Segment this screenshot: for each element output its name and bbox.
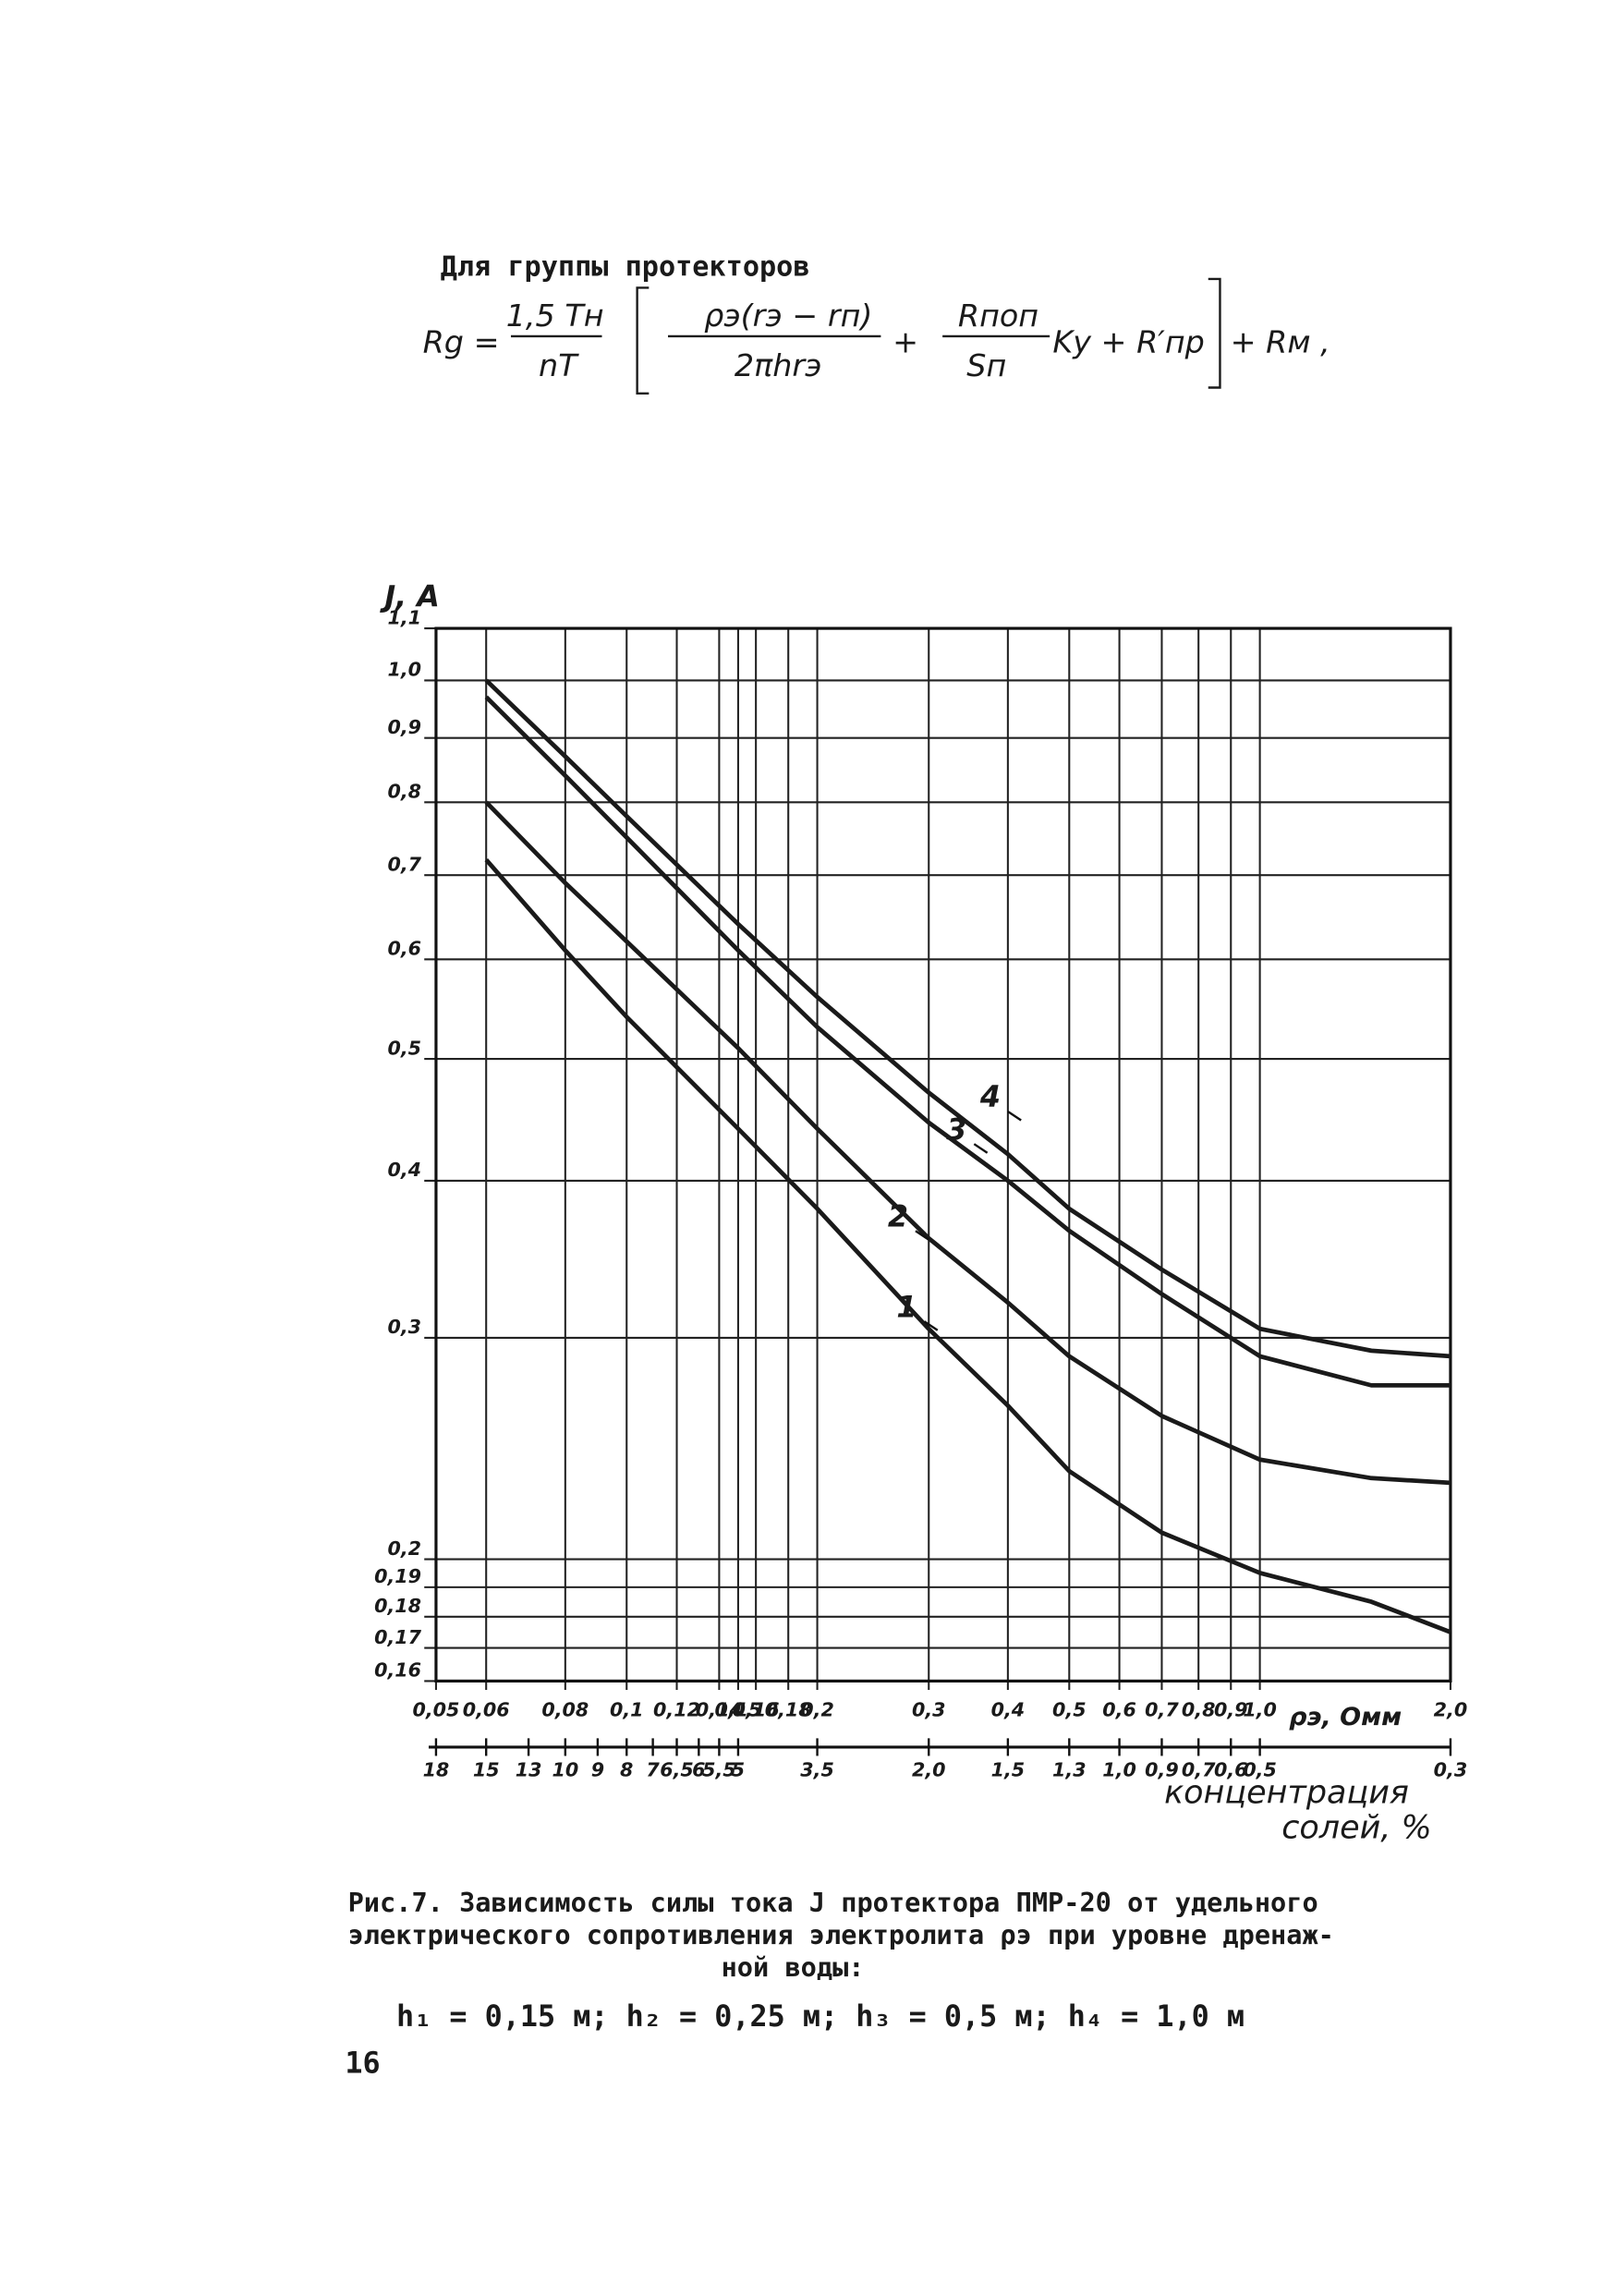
formula-part: nT xyxy=(539,347,579,383)
y-tick-label: 0,8 xyxy=(387,781,421,803)
caption-line: Рис.7. Зависимость силы тока J протектор… xyxy=(348,1887,1318,1918)
x2-tick-label: 1,0 xyxy=(1102,1759,1136,1781)
curve-leader xyxy=(915,1230,929,1241)
formula-part: ρэ(rэ − rп) xyxy=(704,298,872,334)
x2-tick-label: 0,9 xyxy=(1145,1759,1179,1781)
x-tick-label: 0,5 xyxy=(1052,1699,1087,1721)
x-tick-label: 0,06 xyxy=(463,1699,510,1721)
x-tick-label: 0,9 xyxy=(1214,1699,1248,1721)
chart: 0,160,170,180,190,20,30,40,50,60,70,80,9… xyxy=(374,580,1467,1846)
curve xyxy=(484,800,1451,1486)
x2-tick-label: 18 xyxy=(423,1759,450,1781)
formula-part: 2πhrэ xyxy=(735,347,821,383)
curve-leader xyxy=(1007,1111,1022,1122)
curve-label: 1 xyxy=(896,1291,917,1324)
y-axis-label: J, A xyxy=(379,580,440,613)
x-tick-label: 1,0 xyxy=(1243,1699,1277,1721)
y-tick-label: 0,9 xyxy=(387,716,421,738)
y-tick-label: 0,7 xyxy=(387,853,421,875)
x2-tick-label: 1,3 xyxy=(1052,1759,1087,1781)
caption: Рис.7. Зависимость силы тока J протектор… xyxy=(348,1887,1334,2034)
curve xyxy=(484,857,1451,1634)
section-title: Для группы протекторов xyxy=(441,251,810,284)
curve-label: 2 xyxy=(888,1200,908,1233)
y-tick-label: 0,3 xyxy=(387,1316,421,1338)
y-tick-label: 0,16 xyxy=(374,1659,421,1682)
x-axis-label: ρэ, Омм xyxy=(1289,1703,1402,1731)
y-tick-label: 0,2 xyxy=(387,1537,421,1560)
formula-part: Sп xyxy=(966,347,1006,383)
x-tick-label: 0,4 xyxy=(991,1699,1026,1721)
x2-axis-label: концентрация xyxy=(1164,1774,1409,1811)
x2-tick-label: 0,7 xyxy=(1182,1759,1216,1781)
y-tick-label: 1,0 xyxy=(387,659,421,681)
x-tick-label: 0,16 xyxy=(733,1699,780,1721)
x2-tick-label: 15 xyxy=(473,1759,500,1781)
x2-tick-label: 0,5 xyxy=(1243,1759,1277,1781)
x-tick-label: 0,18 xyxy=(765,1699,812,1721)
x-tick-label: 2,0 xyxy=(1434,1699,1468,1721)
y-tick-label: 0,18 xyxy=(374,1595,421,1617)
y-tick-label: 0,6 xyxy=(387,938,421,960)
curve-label: 4 xyxy=(979,1081,1001,1114)
bracket xyxy=(636,286,650,395)
caption-line: ной воды: xyxy=(722,1951,865,1983)
x-tick-label: 0,12 xyxy=(653,1699,700,1721)
x2-tick-label: 7 xyxy=(646,1759,660,1781)
x2-tick-label: 10 xyxy=(552,1759,578,1781)
curve xyxy=(484,695,1451,1388)
formula: Rg = 1,5 Tн nT ρэ(rэ − rп) 2πhrэ + Rпоп … xyxy=(423,277,1330,395)
formula-lhs: Rg = xyxy=(423,323,500,359)
x2-tick-label: 0,3 xyxy=(1434,1759,1468,1781)
x2-tick-label: 2,0 xyxy=(912,1759,946,1781)
page-number: 16 xyxy=(345,2047,380,2081)
formula-part: + Rм , xyxy=(1231,323,1330,359)
caption-line: h₁ = 0,15 м; h₂ = 0,25 м; h₃ = 0,5 м; h₄… xyxy=(396,2000,1245,2034)
curve-leader xyxy=(923,1320,939,1331)
x2-tick-label: 13 xyxy=(516,1759,542,1781)
formula-part: Rпоп xyxy=(958,298,1038,334)
curve xyxy=(484,678,1451,1359)
y-tick-label: 0,5 xyxy=(387,1037,421,1059)
x-tick-label: 0,3 xyxy=(912,1699,946,1721)
x2-tick-label: 6 xyxy=(692,1759,705,1781)
plot-frame xyxy=(434,626,1452,1683)
x2-tick-label: 9 xyxy=(591,1759,604,1781)
formula-part: 1,5 Tн xyxy=(506,298,604,334)
x2-tick-label: 3,5 xyxy=(800,1759,834,1781)
x2-tick-label: 6,5 xyxy=(660,1759,694,1781)
y-tick-label: 1,1 xyxy=(387,606,421,628)
x2-tick-label: 8 xyxy=(620,1759,633,1781)
x-tick-label: 0,2 xyxy=(800,1699,834,1721)
formula-part: Kу + R′пр xyxy=(1052,323,1205,359)
x-tick-label: 0,8 xyxy=(1182,1699,1216,1721)
x-tick-label: 0,05 xyxy=(412,1699,459,1721)
x2-tick-label: 1,5 xyxy=(991,1759,1026,1781)
page-content: Для группы протекторов Rg = 1,5 Tн nT ρэ… xyxy=(345,251,1467,2081)
x2-tick-label: 5 xyxy=(732,1759,745,1781)
y-tick-label: 0,17 xyxy=(374,1626,422,1648)
curve-leader xyxy=(973,1143,989,1154)
formula-part: + xyxy=(892,323,918,359)
x2-tick-label: 5,5 xyxy=(702,1759,736,1781)
x2-tick-label: 0,6 xyxy=(1214,1759,1248,1781)
x-tick-label: 0,15 xyxy=(714,1699,761,1721)
bracket xyxy=(1208,277,1221,389)
x-tick-label: 0,14 xyxy=(696,1699,743,1721)
x-tick-label: 0,7 xyxy=(1145,1699,1179,1721)
curve-label: 3 xyxy=(946,1113,966,1147)
y-tick-label: 0,4 xyxy=(387,1159,421,1181)
x2-axis-label: солей, % xyxy=(1281,1809,1432,1846)
caption-line: электрического сопротивления электролита… xyxy=(348,1919,1334,1950)
x-tick-label: 0,1 xyxy=(610,1699,644,1721)
x-tick-label: 0,08 xyxy=(541,1699,589,1721)
x-tick-label: 0,6 xyxy=(1102,1699,1136,1721)
y-tick-label: 0,19 xyxy=(374,1565,421,1587)
